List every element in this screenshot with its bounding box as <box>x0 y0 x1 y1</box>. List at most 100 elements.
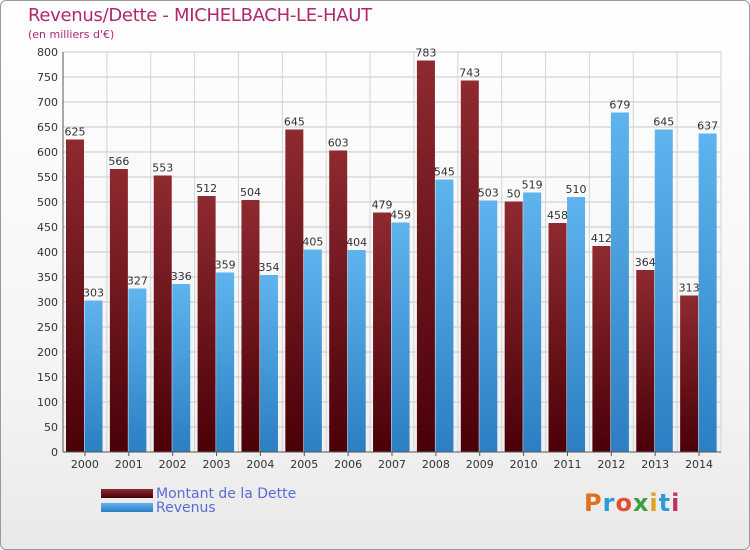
legend-swatch-dette <box>101 489 153 498</box>
data-label: 512 <box>196 182 217 195</box>
x-tick-label: 2001 <box>115 458 143 471</box>
x-tick-label: 2004 <box>246 458 274 471</box>
data-label: 313 <box>679 282 700 295</box>
bar-dette <box>285 129 304 452</box>
bar-revenus <box>84 300 103 452</box>
bar-revenus <box>303 249 322 452</box>
logo-letter: o <box>615 489 633 517</box>
data-label: 504 <box>240 186 261 199</box>
x-tick-label: 2000 <box>71 458 99 471</box>
y-tick-label: 450 <box>37 221 58 234</box>
data-label: 603 <box>328 137 349 150</box>
data-label: 545 <box>434 166 455 179</box>
bar-revenus <box>610 112 629 452</box>
logo-letter: P <box>584 489 603 517</box>
data-label: 645 <box>653 116 674 129</box>
y-tick-label: 300 <box>37 296 58 309</box>
x-tick-label: 2013 <box>641 458 669 471</box>
data-label: 405 <box>302 236 323 249</box>
bar-dette <box>241 200 260 452</box>
x-tick-label: 2007 <box>378 458 406 471</box>
data-label: 404 <box>346 236 367 249</box>
x-tick-label: 2011 <box>553 458 581 471</box>
data-label: 364 <box>635 256 656 269</box>
y-tick-label: 500 <box>37 196 58 209</box>
data-label: 412 <box>591 232 612 245</box>
x-tick-label: 2002 <box>159 458 187 471</box>
y-tick-label: 400 <box>37 246 58 259</box>
bar-dette <box>329 150 348 452</box>
bar-dette <box>680 295 699 452</box>
bar-revenus <box>172 284 191 452</box>
logo-letter: i <box>671 489 681 517</box>
chart-subtitle: (en milliers d'€) <box>28 28 115 41</box>
bar-dette <box>592 246 611 452</box>
logo-letter: t <box>658 489 672 517</box>
bar-dette <box>109 169 128 452</box>
data-label: 354 <box>258 261 279 274</box>
data-label: 743 <box>459 67 480 80</box>
data-label: 637 <box>697 120 718 133</box>
data-label: 679 <box>609 99 630 112</box>
y-tick-label: 350 <box>37 271 58 284</box>
y-tick-label: 150 <box>37 371 58 384</box>
logo-letter: i <box>649 489 659 517</box>
bar-dette <box>66 139 84 452</box>
chart-title: Revenus/Dette - MICHELBACH-LE-HAUT <box>28 5 372 26</box>
data-label: 645 <box>284 116 305 129</box>
y-tick-label: 50 <box>44 421 58 434</box>
y-tick-label: 800 <box>37 46 58 59</box>
data-label: 336 <box>171 270 192 283</box>
bar-revenus <box>216 272 235 452</box>
bar-revenus <box>435 179 454 452</box>
data-label: 519 <box>522 179 543 192</box>
y-tick-label: 750 <box>37 71 58 84</box>
data-label: 625 <box>65 126 86 139</box>
data-label: 566 <box>108 155 129 168</box>
x-tick-label: 2010 <box>510 458 538 471</box>
x-tick-label: 2012 <box>597 458 625 471</box>
logo-letter: x <box>632 489 650 517</box>
legend-label-revenus: Revenus <box>156 500 216 516</box>
bar-dette <box>153 175 172 452</box>
y-tick-label: 250 <box>37 321 58 334</box>
bar-dette <box>416 60 435 452</box>
data-label: 510 <box>566 183 587 196</box>
y-tick-label: 200 <box>37 346 58 359</box>
data-label: 359 <box>215 259 236 272</box>
data-label: 303 <box>83 287 104 300</box>
data-label: 783 <box>415 47 436 60</box>
bar-revenus <box>698 133 717 452</box>
proxiti-logo: Proxiti <box>584 489 680 517</box>
bar-revenus <box>567 197 586 452</box>
bar-dette <box>460 80 479 452</box>
bar-revenus <box>479 200 498 452</box>
y-tick-label: 100 <box>37 396 58 409</box>
bar-dette <box>636 270 655 452</box>
data-label: 50 <box>507 188 521 201</box>
data-label: 503 <box>478 187 499 200</box>
bar-dette <box>548 223 567 452</box>
y-tick-label: 600 <box>37 146 58 159</box>
bar-revenus <box>128 288 147 452</box>
x-tick-label: 2005 <box>290 458 318 471</box>
legend-swatch-revenus <box>101 503 153 512</box>
logo-letter: r <box>602 489 616 517</box>
y-tick-label: 0 <box>51 446 58 459</box>
bar-dette <box>197 196 216 452</box>
bar-revenus <box>259 275 278 452</box>
data-label: 553 <box>152 162 173 175</box>
data-label: 458 <box>547 209 568 222</box>
x-tick-label: 2003 <box>203 458 231 471</box>
bar-revenus <box>391 222 410 452</box>
legend-label-dette: Montant de la Dette <box>156 486 297 502</box>
data-label: 327 <box>127 275 148 288</box>
bar-dette <box>504 201 523 452</box>
x-tick-label: 2014 <box>685 458 713 471</box>
bar-revenus <box>347 250 366 452</box>
y-tick-label: 700 <box>37 96 58 109</box>
data-label: 479 <box>372 199 393 212</box>
bar-dette <box>373 212 392 452</box>
